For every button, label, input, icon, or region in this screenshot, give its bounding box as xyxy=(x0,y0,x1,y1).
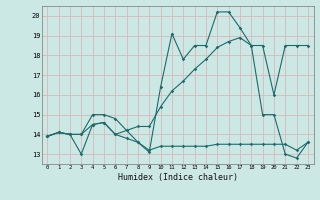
X-axis label: Humidex (Indice chaleur): Humidex (Indice chaleur) xyxy=(118,173,237,182)
